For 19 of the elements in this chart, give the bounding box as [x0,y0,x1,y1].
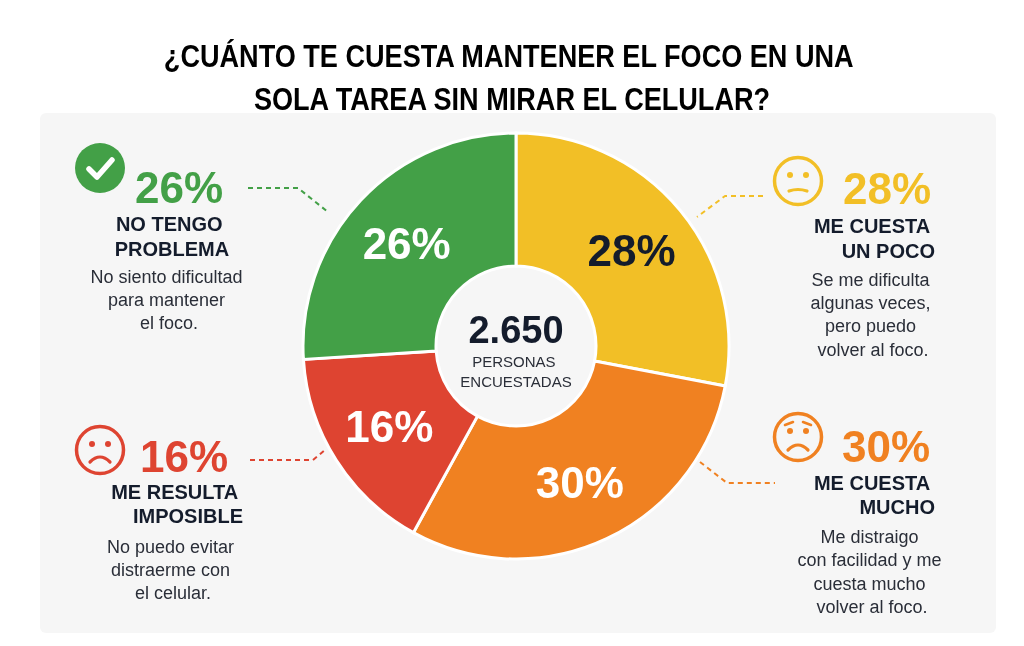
text: 16% [140,432,229,481]
text: No puedo evitar distraerme con el celular. [106,537,240,604]
text: 2.650 [468,309,564,351]
chart-title: ¿CUÁNTO TE CUESTA MANTENER EL FOCO EN UNA SOLA TAREA SIN MIRAR EL CELULAR? [163,37,861,117]
data-label: 26% [362,219,451,269]
slice-label: NO TENGO PROBLEMA [114,213,230,260]
data-label: 16% [345,402,434,452]
legend-label: ME RESULTA IMPOSIBLE [111,481,243,527]
legend-label: ME CUESTA MUCHO [813,472,935,518]
data-label: 28% [587,226,676,276]
text: 30% [842,422,931,471]
text: PERSONAS ENCUESTADAS [460,353,572,390]
text: 28% [843,164,932,213]
text: Me distraigo con facilidad y me cuesta mucho volver al foco. [797,527,947,618]
text: 26% [135,163,224,212]
legend-label: ME CUESTA UN POCO [813,215,935,262]
text: No siento dificultad para mantener el foco. [90,267,248,334]
text: Se me dificulta algunas veces, pero puedo volver al foco. [810,270,936,360]
data-label: 30% [535,457,624,507]
